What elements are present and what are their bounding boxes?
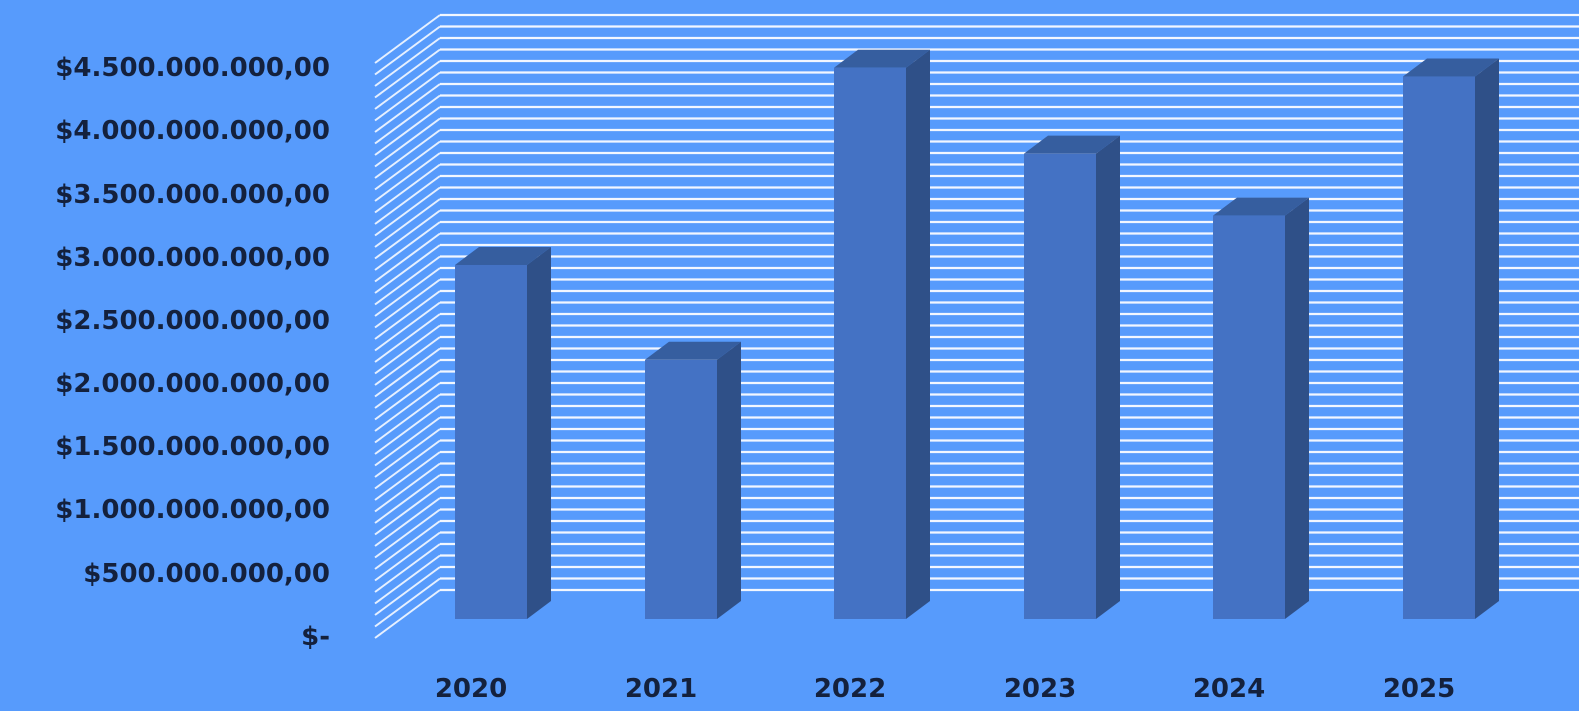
side-wall-gridline xyxy=(374,163,441,214)
side-wall-gridline xyxy=(374,462,441,513)
side-wall-gridline xyxy=(374,25,441,76)
bar-top-face xyxy=(834,49,930,68)
bar-side-face xyxy=(527,246,551,619)
y-tick-label: $4.000.000.000,00 xyxy=(55,116,330,146)
bar-2024 xyxy=(1213,197,1309,620)
side-wall-gridline xyxy=(374,140,441,191)
bars xyxy=(455,49,1499,620)
side-wall-gridline xyxy=(374,474,441,524)
y-tick-label: $1.000.000.000,00 xyxy=(55,495,330,525)
bar-top-face xyxy=(1403,58,1499,77)
side-wall-gridline xyxy=(374,37,441,87)
side-wall-gridline xyxy=(374,336,441,386)
side-wall-gridline xyxy=(374,405,441,455)
side-wall-gridline xyxy=(374,359,441,409)
gridlines xyxy=(374,13,1579,639)
side-wall-gridline xyxy=(374,71,441,122)
bar-front-face xyxy=(1024,153,1096,619)
bar-side-face xyxy=(1096,135,1120,619)
y-tick-label: $3.500.000.000,00 xyxy=(55,180,330,210)
bar-2025 xyxy=(1403,58,1499,619)
side-wall-gridline xyxy=(374,382,441,432)
side-wall-gridline xyxy=(374,117,441,168)
side-wall-gridline xyxy=(374,313,441,363)
bar-2023 xyxy=(1024,135,1120,619)
y-tick-label: $1.500.000.000,00 xyxy=(55,432,330,462)
side-wall-gridline xyxy=(374,232,441,283)
side-wall-gridline xyxy=(374,531,441,582)
side-wall-gridline xyxy=(374,393,441,444)
side-wall-gridline xyxy=(374,451,441,501)
bar-side-face xyxy=(1475,58,1499,619)
bar-front-face xyxy=(1213,215,1285,620)
y-tick-label: $500.000.000,00 xyxy=(83,559,330,589)
y-tick-label: $2.500.000.000,00 xyxy=(55,306,330,336)
y-tick-label: $4.500.000.000,00 xyxy=(55,53,330,83)
x-tick-label: 2025 xyxy=(1383,674,1455,704)
bar-top-face xyxy=(1213,197,1309,216)
side-wall-gridline xyxy=(374,94,441,145)
side-wall-gridline xyxy=(374,244,441,294)
bar-side-face xyxy=(906,49,930,620)
side-wall-gridline xyxy=(374,485,441,536)
x-tick-label: 2023 xyxy=(1004,674,1076,704)
side-wall-gridline xyxy=(374,255,441,306)
side-wall-gridline xyxy=(374,290,441,340)
side-wall-gridline xyxy=(374,301,441,352)
x-axis-labels: 2020 2021 2022 2023 2024 2025 xyxy=(435,674,1455,704)
side-wall-gridline xyxy=(374,198,441,248)
bar-top-face xyxy=(645,341,741,360)
bar-side-face xyxy=(1285,197,1309,620)
x-tick-label: 2022 xyxy=(814,674,886,704)
bar-front-face xyxy=(645,359,717,619)
bar-front-face xyxy=(834,67,906,620)
side-wall-gridline xyxy=(374,48,441,99)
y-tick-label: $3.000.000.000,00 xyxy=(55,243,330,273)
side-wall-gridline xyxy=(374,508,441,559)
side-wall-gridline xyxy=(374,416,441,467)
side-wall-gridline xyxy=(374,267,441,317)
side-wall-gridline xyxy=(374,324,441,375)
bar-2020 xyxy=(455,246,551,619)
x-tick-label: 2021 xyxy=(625,674,697,704)
side-wall-gridline xyxy=(374,577,441,628)
side-wall-gridline xyxy=(374,566,441,616)
bar-side-face xyxy=(717,341,741,619)
side-wall-gridline xyxy=(374,520,441,570)
bar-front-face xyxy=(1403,76,1475,619)
side-wall-gridline xyxy=(374,439,441,490)
side-wall-gridline xyxy=(374,209,441,260)
x-tick-label: 2020 xyxy=(435,674,507,704)
side-wall-gridline xyxy=(374,428,441,478)
side-wall-gridline xyxy=(374,543,441,593)
side-wall-gridline xyxy=(374,129,441,179)
side-wall-gridline xyxy=(374,370,441,421)
side-wall-gridline xyxy=(374,589,441,639)
side-wall-gridline xyxy=(374,278,441,329)
side-wall-gridline xyxy=(374,106,441,156)
y-axis-labels: $- $500.000.000,00 $1.000.000.000,00 $1.500… xyxy=(55,53,330,652)
side-wall-gridline xyxy=(374,497,441,547)
bar-front-face xyxy=(455,264,527,619)
side-wall-gridline xyxy=(374,60,441,110)
side-wall-gridline xyxy=(374,221,441,271)
y-tick-label: $- xyxy=(301,622,330,652)
bar-2022 xyxy=(834,49,930,620)
side-wall-gridline xyxy=(374,152,441,202)
side-wall-gridline xyxy=(374,14,441,64)
side-wall-gridline xyxy=(374,83,441,133)
side-wall-gridline xyxy=(374,554,441,605)
bar-top-face xyxy=(1024,135,1120,154)
side-wall-gridline xyxy=(374,175,441,225)
bar-top-face xyxy=(455,246,551,265)
side-wall-gridline xyxy=(374,347,441,398)
side-wall-gridline xyxy=(374,186,441,237)
y-tick-label: $2.000.000.000,00 xyxy=(55,369,330,399)
x-tick-label: 2024 xyxy=(1193,674,1265,704)
bar-2021 xyxy=(645,341,741,619)
